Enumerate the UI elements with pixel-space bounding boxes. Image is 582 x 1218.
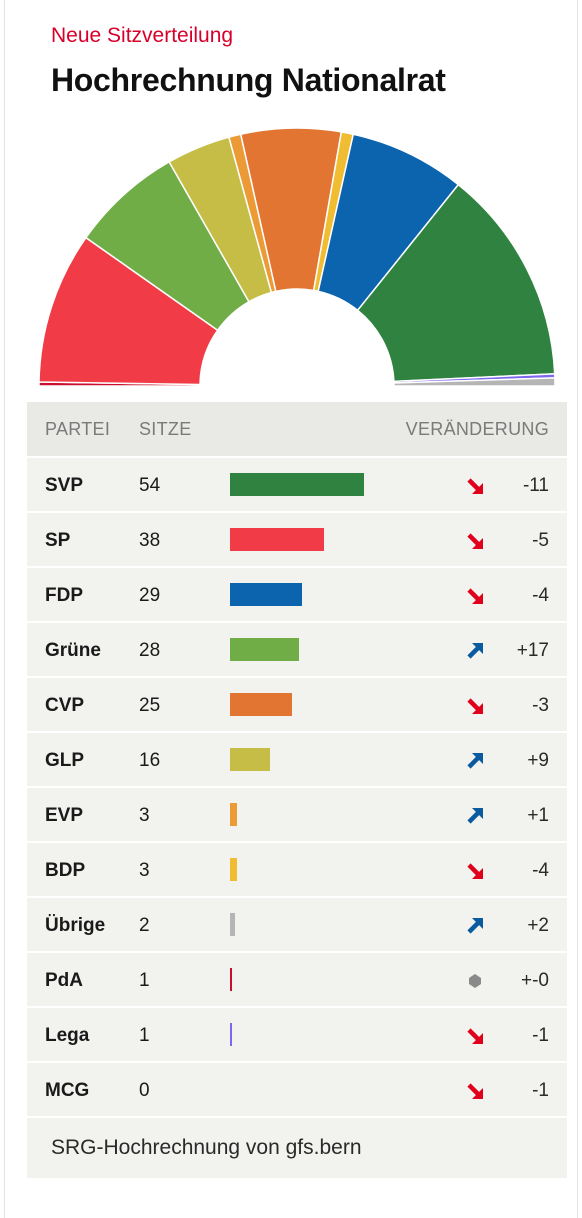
seat-count: 28 bbox=[139, 640, 161, 661]
party-name: Lega bbox=[45, 1025, 90, 1046]
table-body: SVP 54 -11 SP 38 -5 FDP 29 -4 Grüne 28 +17 CVP 25 -3 GL… bbox=[27, 456, 567, 1116]
seat-bar bbox=[230, 1023, 233, 1046]
seat-count: 16 bbox=[139, 750, 161, 771]
table-row: PdA 1 +-0 bbox=[27, 951, 567, 1006]
seat-change: -3 bbox=[532, 695, 549, 716]
seat-bar bbox=[230, 583, 302, 606]
party-name: CVP bbox=[45, 695, 85, 716]
party-name: Übrige bbox=[45, 915, 106, 936]
party-name: FDP bbox=[45, 585, 83, 606]
arrow-up-icon bbox=[467, 643, 483, 659]
arrow-down-icon bbox=[467, 1083, 483, 1099]
arrow-down-icon bbox=[467, 1028, 483, 1044]
seat-count: 29 bbox=[139, 585, 161, 606]
column-header-seats: SITZE bbox=[139, 419, 192, 439]
arrow-down-icon bbox=[467, 533, 483, 549]
table-row: GLP 16 +9 bbox=[27, 731, 567, 786]
party-name: SP bbox=[45, 530, 71, 551]
seat-bar bbox=[230, 748, 270, 771]
table-header: PARTEI SITZE VERÄNDERUNG bbox=[27, 402, 567, 456]
party-name: MCG bbox=[45, 1080, 90, 1101]
seat-bar bbox=[230, 528, 325, 551]
seat-count: 1 bbox=[139, 1025, 150, 1046]
arrow-down-icon bbox=[467, 698, 483, 714]
seat-count: 0 bbox=[139, 1080, 150, 1101]
seat-change: +1 bbox=[527, 805, 549, 826]
seat-change: -11 bbox=[522, 475, 549, 496]
table-row: SP 38 -5 bbox=[27, 511, 567, 566]
source-text: SRG-Hochrechnung von gfs.bern bbox=[51, 1136, 362, 1159]
seat-segment-übrige bbox=[393, 377, 556, 387]
table-row: MCG 0 -1 bbox=[27, 1061, 567, 1116]
seat-bar bbox=[230, 968, 233, 991]
widget-frame bbox=[4, 0, 578, 1218]
table-row: Grüne 28 +17 bbox=[27, 621, 567, 676]
neutral-dot-icon bbox=[469, 974, 481, 988]
seat-change: -5 bbox=[532, 530, 549, 551]
page-title: Hochrechnung Nationalrat bbox=[51, 62, 446, 98]
seat-bar bbox=[230, 913, 235, 936]
seat-bar bbox=[230, 693, 293, 716]
seat-count: 54 bbox=[139, 475, 161, 496]
kicker: Neue Sitzverteilung bbox=[51, 24, 234, 47]
table-row: EVP 3 +1 bbox=[27, 786, 567, 841]
seat-change: -4 bbox=[532, 860, 549, 881]
seat-bar bbox=[230, 803, 238, 826]
party-name: PdA bbox=[45, 970, 83, 991]
seat-count: 3 bbox=[139, 805, 150, 826]
arrow-up-icon bbox=[467, 808, 483, 824]
arrow-down-icon bbox=[467, 863, 483, 879]
seat-change: +17 bbox=[516, 640, 549, 661]
party-name: GLP bbox=[45, 750, 85, 771]
source-footer: SRG-Hochrechnung von gfs.bern bbox=[27, 1116, 567, 1178]
seat-change: +2 bbox=[527, 915, 549, 936]
seat-change: +-0 bbox=[521, 970, 549, 991]
results-table: PARTEI SITZE VERÄNDERUNG SVP 54 -11 SP 38 -5 F… bbox=[27, 402, 567, 1178]
table-row: FDP 29 -4 bbox=[27, 566, 567, 621]
seat-count: 3 bbox=[139, 860, 150, 881]
arrow-up-icon bbox=[467, 918, 483, 934]
arrow-up-icon bbox=[467, 753, 483, 769]
seat-count: 38 bbox=[139, 530, 161, 551]
seat-count: 1 bbox=[139, 970, 150, 991]
table-row: Übrige 2 +2 bbox=[27, 896, 567, 951]
seat-count: 25 bbox=[139, 695, 161, 716]
table-row: CVP 25 -3 bbox=[27, 676, 567, 731]
arrow-down-icon bbox=[467, 588, 483, 604]
seat-change: -1 bbox=[532, 1080, 549, 1101]
party-name: EVP bbox=[45, 805, 84, 826]
seat-change: -4 bbox=[532, 585, 549, 606]
arrow-down-icon bbox=[467, 478, 483, 494]
seat-change: -1 bbox=[532, 1025, 549, 1046]
party-name: Grüne bbox=[45, 640, 101, 661]
table-row: SVP 54 -11 bbox=[27, 456, 567, 511]
seat-count: 2 bbox=[139, 915, 150, 936]
column-header-change: VERÄNDERUNG bbox=[405, 419, 549, 439]
table-row: BDP 3 -4 bbox=[27, 841, 567, 896]
parliament-chart bbox=[38, 127, 556, 387]
seat-bar bbox=[230, 638, 300, 661]
party-name: SVP bbox=[45, 475, 84, 496]
table-row: Lega 1 -1 bbox=[27, 1006, 567, 1061]
column-header-party: PARTEI bbox=[45, 419, 111, 439]
seat-segment-svp bbox=[356, 183, 556, 383]
party-name: BDP bbox=[45, 860, 86, 881]
seat-bar bbox=[230, 473, 364, 496]
seat-bar bbox=[230, 858, 238, 881]
seat-change: +9 bbox=[527, 750, 549, 771]
